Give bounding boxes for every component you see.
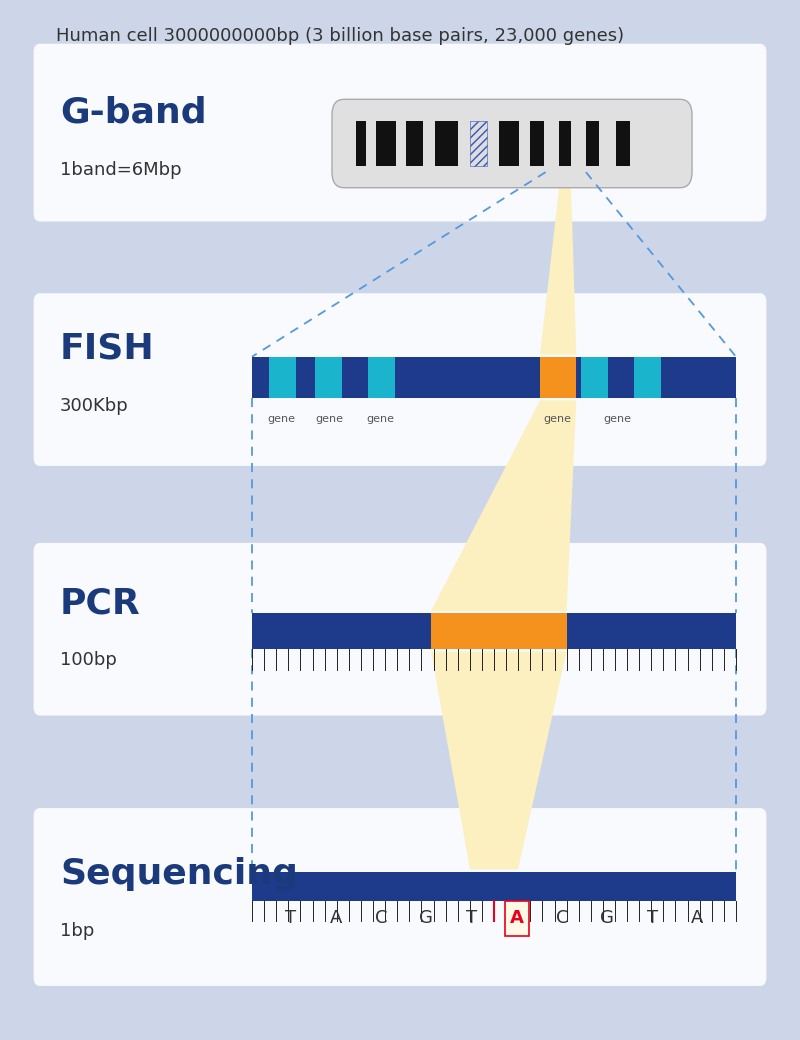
Bar [540, 357, 576, 398]
Bar [530, 122, 544, 165]
FancyBboxPatch shape [34, 44, 766, 222]
Bar [470, 122, 486, 165]
Bar [431, 614, 566, 649]
Bar [252, 872, 736, 901]
Text: gene: gene [366, 414, 394, 424]
Text: G: G [419, 909, 433, 928]
Bar [434, 122, 458, 165]
FancyBboxPatch shape [34, 543, 766, 716]
Bar [470, 122, 486, 165]
Bar [634, 357, 661, 398]
Bar [616, 122, 630, 165]
Bar [269, 357, 295, 398]
Text: C: C [555, 909, 568, 928]
Text: Human cell 3000000000bp (3 billion base pairs, 23,000 genes): Human cell 3000000000bp (3 billion base … [56, 27, 624, 45]
Text: G-band: G-band [60, 96, 206, 129]
Bar [315, 357, 342, 398]
Bar [368, 357, 394, 398]
Polygon shape [431, 400, 576, 610]
Bar [498, 122, 518, 165]
Bar [586, 122, 599, 165]
Text: FISH: FISH [60, 332, 154, 365]
Text: 100bp: 100bp [60, 651, 117, 670]
Bar [581, 357, 608, 398]
Polygon shape [431, 651, 566, 869]
Bar [406, 122, 423, 165]
FancyBboxPatch shape [505, 901, 529, 936]
Text: gene: gene [267, 414, 295, 424]
Bar [252, 614, 736, 649]
Text: gene: gene [603, 414, 631, 424]
Text: A: A [691, 909, 703, 928]
FancyBboxPatch shape [332, 100, 692, 187]
Polygon shape [540, 172, 576, 355]
Text: Sequencing: Sequencing [60, 857, 298, 890]
Text: C: C [375, 909, 387, 928]
Text: gene: gene [543, 414, 571, 424]
Bar [376, 122, 396, 165]
Text: 1bp: 1bp [60, 921, 94, 940]
Text: T: T [285, 909, 296, 928]
FancyBboxPatch shape [34, 293, 766, 466]
Text: G: G [600, 909, 614, 928]
Text: A: A [510, 909, 523, 928]
Text: gene: gene [315, 414, 343, 424]
Text: A: A [330, 909, 342, 928]
Bar [356, 122, 366, 165]
Text: T: T [466, 909, 477, 928]
Bar [559, 122, 571, 165]
Bar [252, 357, 736, 398]
Text: T: T [646, 909, 658, 928]
Text: PCR: PCR [60, 587, 141, 620]
FancyBboxPatch shape [34, 808, 766, 986]
Text: 300Kbp: 300Kbp [60, 396, 129, 415]
Text: 1band=6Mbp: 1band=6Mbp [60, 160, 182, 179]
